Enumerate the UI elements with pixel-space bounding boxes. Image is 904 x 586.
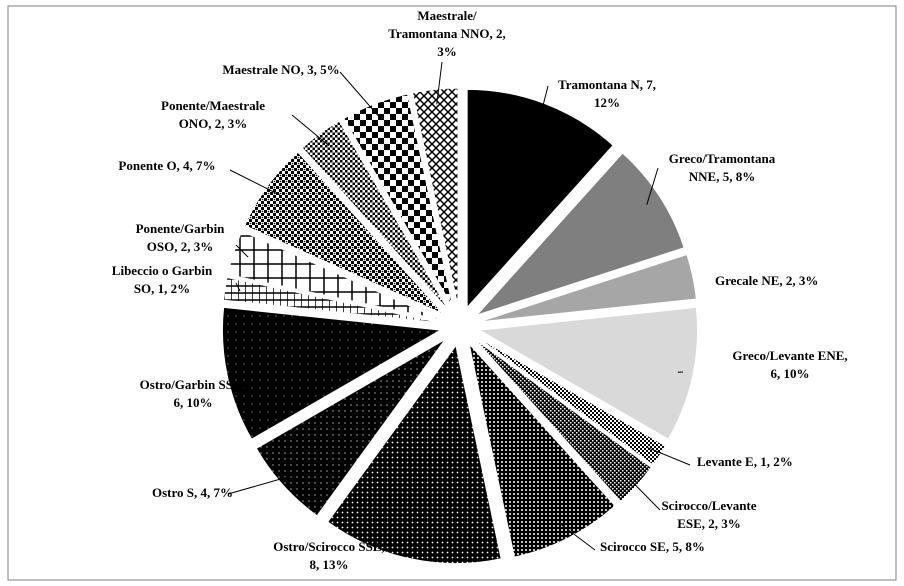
leader-line [436, 61, 443, 105]
data-label: Ostro/Scirocco SSE, [273, 539, 384, 554]
data-label: Maestrale NO, 3, 5% [222, 62, 339, 77]
data-label: Tramontana N, 7, [558, 77, 656, 92]
pie-slice [476, 336, 667, 466]
data-label: Scirocco/Levante [661, 498, 756, 513]
pie-slice [255, 338, 446, 517]
data-label: Maestrale/ [417, 8, 477, 23]
pie-slice [343, 93, 454, 308]
pie-slice [227, 230, 442, 321]
data-label: Ponente/Garbin [136, 221, 226, 236]
pie-slice [222, 276, 441, 324]
data-label: Tramontana NNO, 2, [388, 26, 505, 41]
data-label: Ponente/Maestrale [161, 98, 265, 113]
pie-slice [474, 338, 652, 503]
data-label: Ostro S, 4, 7% [152, 485, 233, 500]
leader-line [235, 244, 249, 258]
data-label: Grecale NE, 2, 3% [715, 273, 818, 288]
data-label: 12% [594, 95, 620, 110]
leader-line [646, 446, 691, 466]
data-label: Greco/Levante ENE, [732, 348, 847, 363]
pie-slice [221, 306, 443, 440]
pie-slice [301, 120, 449, 311]
data-label: 8, 13% [310, 557, 349, 572]
data-label: Levante E, 1, 2% [697, 454, 793, 469]
leader-line [291, 114, 330, 147]
leader-line [235, 282, 241, 292]
pie-slice [466, 88, 614, 309]
leader-line [560, 524, 596, 551]
data-label: 6, 10% [771, 366, 810, 381]
data-label: OSO, 2, 3% [147, 239, 213, 254]
pie-slice [411, 87, 459, 307]
leader-line [413, 543, 421, 549]
pie-slice [468, 342, 616, 558]
leader-line [625, 474, 661, 511]
leader-line [241, 371, 263, 393]
leader-line [339, 71, 381, 119]
data-label: Libeccio o Garbin [112, 263, 213, 278]
pie-slice [327, 344, 502, 565]
data-label: Ostro/Garbin SSO, [140, 377, 247, 392]
data-label: Greco/Tramontana [669, 151, 776, 166]
data-label: ESE, 2, 3% [677, 516, 741, 531]
data-label: ONO, 2, 3% [179, 116, 248, 131]
leader-line [539, 85, 549, 119]
pie-slice [479, 253, 697, 323]
leader-line [229, 169, 281, 196]
data-label: Ponente O, 4, 7% [118, 158, 215, 173]
pie-slice [244, 151, 445, 315]
leader-line [646, 167, 659, 205]
pie-slice [475, 152, 685, 317]
data-label: NNE, 5, 8% [689, 169, 755, 184]
data-label: 6, 10% [174, 395, 213, 410]
data-label: SO, 1, 2% [134, 281, 190, 296]
data-label: 3% [437, 44, 457, 59]
pie-slice [477, 306, 699, 440]
leader-line [227, 474, 295, 495]
data-label: Scirocco SE, 5, 8% [600, 539, 705, 554]
